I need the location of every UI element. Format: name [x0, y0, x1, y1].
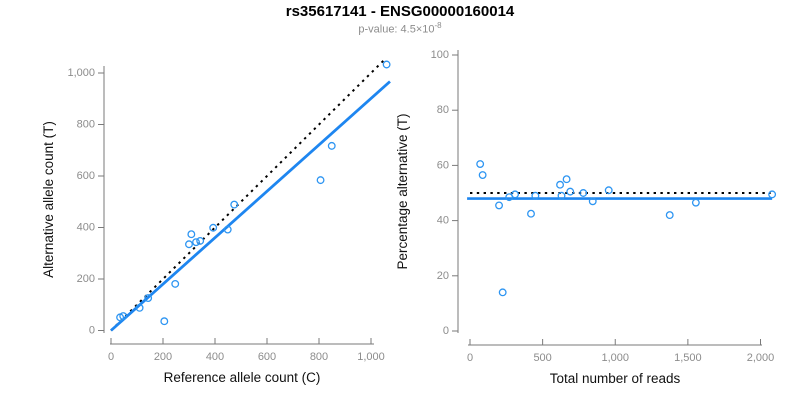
- y-tick-label: 800: [77, 119, 95, 131]
- data-point: [209, 223, 218, 232]
- data-point: [511, 190, 519, 199]
- x-tick-label: 1,500: [674, 352, 702, 364]
- data-point: [187, 230, 196, 239]
- data-point: [531, 191, 540, 200]
- data-point: [556, 180, 565, 189]
- x-tick-label: 400: [206, 351, 224, 363]
- y-tick-label: 20: [437, 270, 449, 282]
- x-tick-label: 200: [154, 351, 172, 363]
- data-point: [557, 191, 566, 200]
- x-tick-label: 2,000: [747, 352, 775, 364]
- data-point: [579, 189, 588, 197]
- data-point: [665, 211, 674, 220]
- y-tick-label: 600: [77, 170, 95, 182]
- pvalue-text: p-value: 4.5×10: [358, 23, 435, 36]
- left-plot: 0 200 400 600 800 1,000 0 200 400 600 800 1,000 Refe…: [41, 59, 391, 385]
- y-tick-label: 40: [437, 215, 449, 227]
- x-tick-label: 800: [310, 351, 328, 363]
- data-point: [192, 238, 200, 247]
- data-point: [478, 171, 487, 180]
- y-tick-label: 1,000: [67, 67, 95, 79]
- y-tick-label: 100: [431, 49, 449, 61]
- y-tick-label: 200: [77, 273, 95, 285]
- data-point: [604, 186, 613, 195]
- data-point: [382, 60, 391, 69]
- x-tick-label: 500: [533, 352, 551, 364]
- x-tick-label: 1,000: [601, 352, 629, 364]
- data-point: [316, 176, 325, 185]
- x-tick-label: 1,000: [357, 351, 385, 363]
- x-axis-title: Reference allele count (C): [164, 370, 321, 385]
- x-tick-label: 600: [258, 351, 276, 363]
- data-point: [223, 225, 232, 234]
- y-axis-title: Alternative allele count (T): [41, 121, 56, 278]
- data-point: [185, 240, 193, 249]
- data-point: [691, 198, 700, 207]
- y-tick-label: 80: [437, 104, 449, 116]
- y-tick-label: 0: [89, 325, 95, 337]
- data-point: [562, 175, 571, 184]
- data-point: [144, 294, 153, 303]
- data-point: [327, 141, 336, 150]
- x-axis-title: Total number of reads: [550, 371, 681, 386]
- fit-line: [110, 80, 391, 332]
- y-axis-title: Percentage alternative (T): [395, 113, 410, 269]
- data-point: [476, 160, 485, 168]
- data-point: [527, 209, 535, 218]
- data-point: [230, 200, 239, 209]
- data-point: [495, 201, 503, 210]
- data-point: [768, 190, 777, 199]
- data-point: [196, 236, 205, 245]
- right-plot: 0 20 40 60 80 100 0 500 1,000 1,500 2,000 Total num…: [395, 49, 777, 386]
- data-point: [160, 317, 169, 326]
- data-point: [566, 187, 575, 196]
- data-point: [171, 279, 180, 288]
- y-tick-label: 400: [77, 222, 95, 234]
- data-point: [135, 303, 144, 312]
- y-tick-label: 60: [437, 159, 449, 171]
- data-point: [588, 197, 597, 206]
- x-tick-label: 0: [108, 351, 114, 363]
- identity-line: [110, 59, 385, 332]
- plot-subtitle: p-value: 4.5×10-8: [0, 21, 800, 36]
- data-point: [119, 312, 128, 321]
- data-point: [498, 288, 507, 297]
- x-tick-label: 0: [467, 352, 473, 364]
- y-tick-label: 0: [443, 325, 449, 337]
- plot-title: rs35617141 - ENSG00000160014: [285, 3, 515, 20]
- pvalue-exponent: -8: [434, 21, 442, 30]
